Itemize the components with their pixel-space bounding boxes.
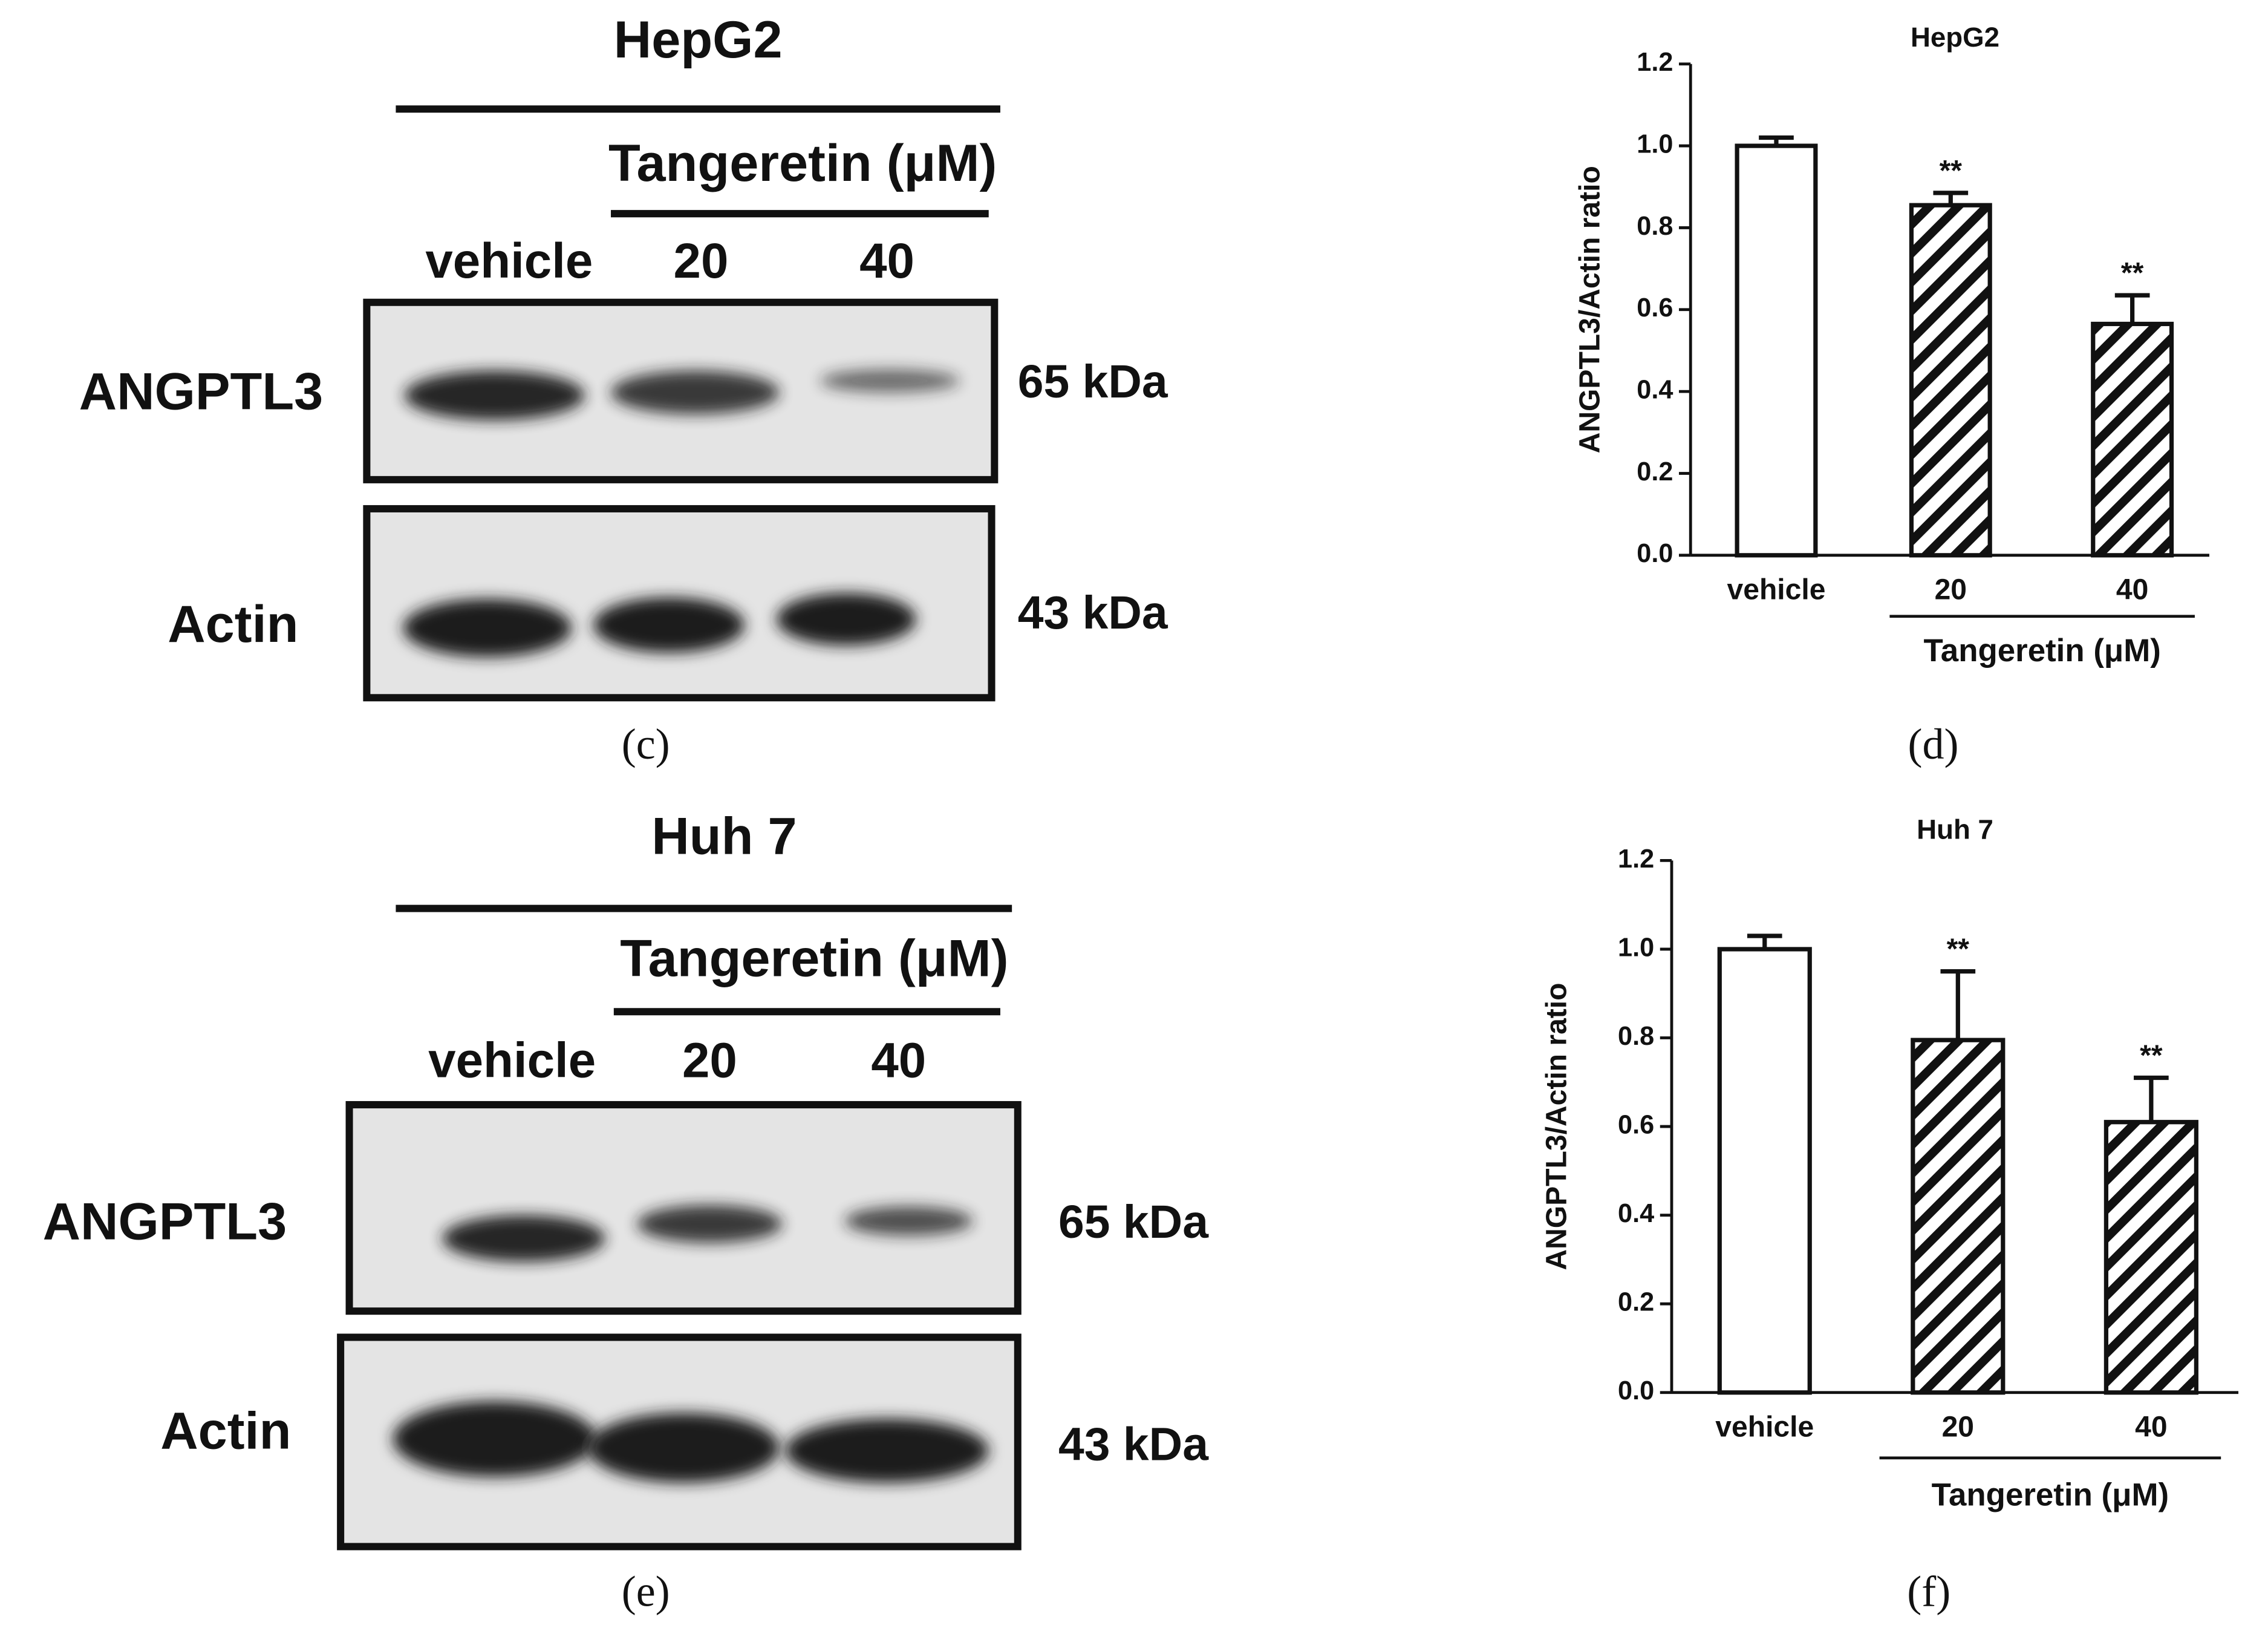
significance: ** (2121, 257, 2144, 289)
band (593, 597, 745, 653)
band-size: 43 kDa (1018, 587, 1168, 639)
significance: ** (1940, 155, 1963, 187)
band (403, 598, 572, 658)
blot-title: HepG2 (614, 11, 783, 69)
lane-label: 40 (871, 1033, 926, 1088)
y-tick-label: 0.6 (1637, 293, 1673, 322)
bar (1909, 203, 1992, 558)
y-tick-label: 0.8 (1618, 1022, 1654, 1051)
band (637, 1205, 783, 1243)
band (587, 1413, 780, 1483)
x-tick-label: 40 (2135, 1411, 2167, 1443)
y-axis-label: ANGPTL3/Actin ratio (1574, 166, 1606, 453)
treatment-label: Tangeretin (μM) (608, 134, 997, 192)
treatment-label: Tangeretin (μM) (620, 929, 1008, 987)
y-tick-label: 0.2 (1618, 1288, 1654, 1317)
group-label: Tangeretin (μM) (1923, 633, 2160, 669)
lane-label: 40 (859, 234, 914, 289)
caption: (d) (1908, 720, 1958, 768)
bar (1911, 1038, 2006, 1395)
x-tick-label: vehicle (1715, 1411, 1814, 1443)
chart-title: Huh 7 (1917, 814, 1993, 845)
group-label: Tangeretin (μM) (1932, 1477, 2169, 1513)
x-tick-label: 20 (1942, 1411, 1974, 1443)
band (404, 370, 585, 420)
significance: ** (2140, 1040, 2163, 1072)
y-tick-label: 0.6 (1618, 1110, 1654, 1139)
bar (2091, 321, 2174, 558)
x-tick-label: vehicle (1727, 574, 1826, 606)
caption: (e) (622, 1568, 670, 1616)
band (844, 1206, 973, 1236)
y-tick-label: 1.2 (1637, 48, 1673, 77)
y-tick-label: 0.4 (1637, 376, 1673, 405)
y-tick-label: 0.4 (1618, 1199, 1654, 1228)
y-tick-label: 1.0 (1637, 129, 1673, 159)
band-label: ANGPTL3 (79, 362, 324, 420)
significance: ** (1947, 933, 1970, 966)
band-size: 65 kDa (1058, 1196, 1209, 1248)
band (393, 1401, 597, 1477)
y-tick-label: 0.2 (1637, 457, 1673, 486)
y-tick-label: 0.0 (1637, 539, 1673, 568)
bar (2103, 1120, 2198, 1395)
caption: (c) (622, 720, 670, 768)
error-bar (2134, 1075, 2169, 1122)
band-label: Actin (168, 595, 298, 653)
y-tick-label: 1.2 (1618, 845, 1654, 874)
band (776, 593, 916, 646)
x-tick-label: 40 (2116, 574, 2148, 606)
lane-label: 20 (674, 234, 729, 289)
bar (1735, 143, 1818, 558)
y-tick-label: 0.8 (1637, 212, 1673, 241)
y-tick-label: 1.0 (1618, 933, 1654, 962)
y-axis-label: ANGPTL3/Actin ratio (1540, 982, 1572, 1270)
lane-label: vehicle (425, 234, 593, 289)
error-bar (1940, 969, 1976, 1041)
y-tick-label: 0.0 (1618, 1376, 1654, 1405)
band-size: 43 kDa (1058, 1418, 1209, 1470)
chart-title: HepG2 (1911, 22, 1999, 53)
blot-title: Huh 7 (651, 808, 797, 866)
band (820, 369, 960, 393)
bar (1717, 947, 1812, 1395)
caption: (f) (1907, 1568, 1950, 1616)
lane-label: 20 (682, 1033, 737, 1088)
band (611, 370, 780, 414)
x-tick-label: 20 (1935, 574, 1967, 606)
band (785, 1419, 989, 1483)
band (442, 1215, 605, 1262)
band-size: 65 kDa (1018, 356, 1168, 408)
error-bar (2114, 293, 2150, 324)
band-label: ANGPTL3 (43, 1192, 287, 1250)
lane-label: vehicle (428, 1033, 596, 1088)
error-bar (1747, 933, 1782, 949)
band-label: Actin (160, 1402, 291, 1460)
